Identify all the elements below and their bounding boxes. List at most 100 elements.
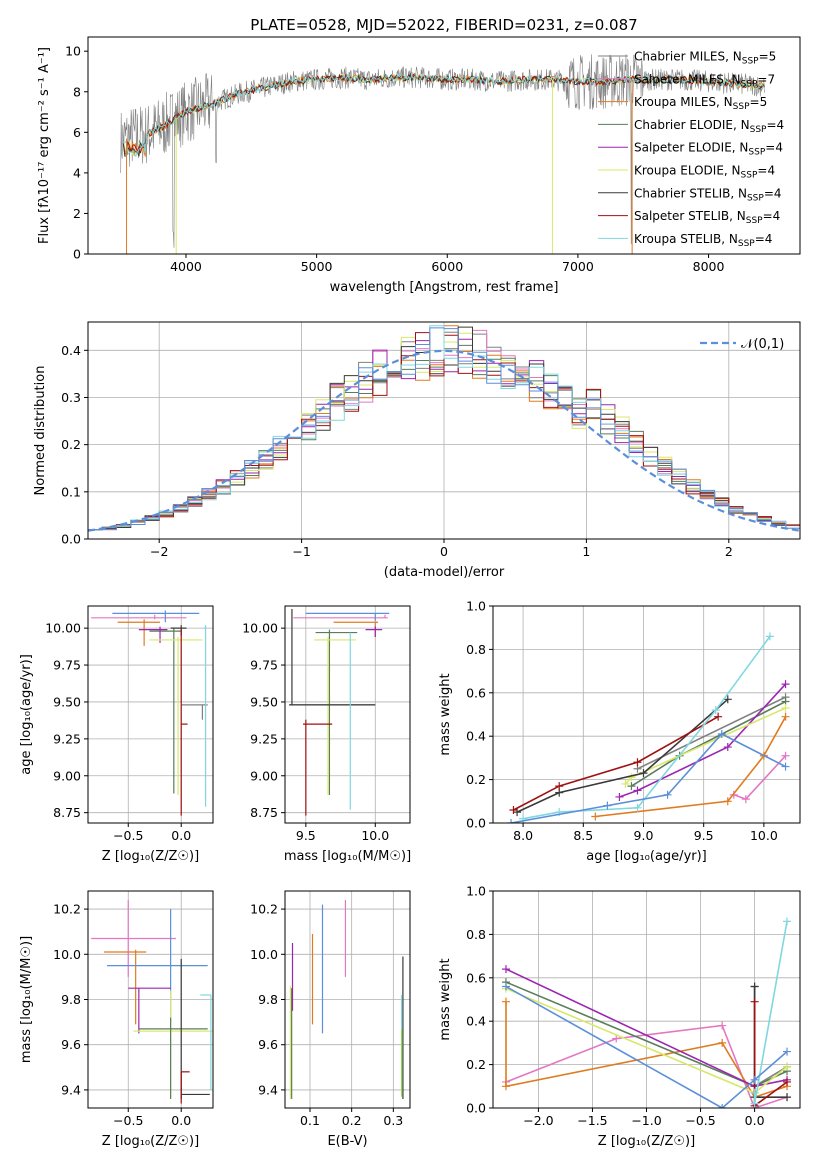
y-axis-label: mass [log₁₀(M/M☉)] [19, 936, 34, 1063]
x-tick-label: −1.0 [631, 1113, 661, 1128]
legend-value: =5 [759, 50, 777, 64]
series-marker-salpeter_stelib [509, 805, 518, 814]
series-marker-kroupa_miles [781, 712, 790, 721]
x-axis-label: wavelength [Angstrom, rest frame] [330, 280, 559, 295]
y-tick-label: 0.0 [61, 532, 81, 547]
series-marker-chabrier_elodie [627, 782, 636, 791]
series-marker-kroupa_elodie [627, 773, 636, 782]
plot-area [91, 900, 213, 1104]
legend-value: =4 [755, 232, 773, 246]
y-tick-label: 9.00 [53, 768, 81, 783]
legend-subscript: SSP [750, 125, 767, 135]
axes-frame [87, 36, 801, 255]
x-tick-label: 0.2 [342, 1113, 362, 1128]
x-tick-label: 9.5 [296, 828, 316, 843]
series-marker-salpeter_miles [741, 795, 750, 804]
series-marker-salpeter_miles [781, 751, 790, 760]
legend-value: =4 [757, 164, 775, 178]
y-tick-label: 9.6 [258, 1037, 278, 1052]
x-tick-label: 8.0 [513, 828, 533, 843]
y-tick-label: 0.6 [466, 970, 486, 985]
y-tick-label: 8.75 [250, 805, 278, 820]
series-marker-blue [603, 801, 612, 810]
x-tick-label: 0.0 [171, 828, 191, 843]
spectrum-model-line [123, 73, 765, 158]
legend-label: Kroupa STELIB, NSSP=4 [634, 232, 772, 249]
axes-frame [87, 605, 214, 824]
y-tick-label: 0.2 [466, 1057, 486, 1072]
x-tick-label: 9.5 [694, 828, 714, 843]
y-tick-label: 8 [73, 84, 81, 99]
y-tick-label: 8.75 [53, 805, 81, 820]
x-tick-label: 5000 [301, 259, 333, 274]
spectrum-model-line [122, 72, 765, 157]
series-marker-kroupa_miles [723, 797, 732, 806]
series-marker-blue [663, 790, 672, 799]
y-tick-label: 9.75 [53, 658, 81, 673]
figure-title: PLATE=0528, MJD=52022, FIBERID=0231, z=0… [250, 16, 637, 34]
series-marker-kroupa_elodie [781, 703, 790, 712]
legend-subscript: SSP [733, 102, 750, 112]
y-tick-label: 9.4 [258, 1082, 278, 1097]
panel-spectrum: 4000 5000 6000 7000 8000 0 2 4 6 8 10 wavelength [A… [37, 36, 801, 295]
legend-subscript: SSP [741, 79, 758, 89]
y-tick-label: 0.3 [61, 390, 81, 405]
legend-value: =4 [763, 209, 781, 223]
legend-subscript: SSP [747, 193, 764, 203]
series-marker-kroupa_stelib [750, 1099, 759, 1108]
series-line-chabrier_elodie [631, 700, 786, 787]
y-tick-label: 9.8 [258, 992, 278, 1007]
y-tick-label: 0.6 [466, 685, 486, 700]
series-marker-blue [717, 730, 726, 739]
legend-subscript: SSP [746, 216, 763, 226]
normal-curve [88, 349, 800, 532]
legend-value: =7 [757, 72, 775, 86]
y-tick-label: 4 [73, 165, 81, 180]
series-marker-kroupa_miles [591, 812, 600, 821]
y-tick-label: 10.00 [45, 621, 81, 636]
x-tick-label: −1.5 [577, 1113, 607, 1128]
x-axis-label: age [log₁₀(age/yr)] [586, 849, 707, 864]
y-tick-label: 10.00 [242, 621, 278, 636]
legend-subscript: SSP [738, 239, 755, 249]
series-marker-blue [781, 762, 790, 771]
y-tick-label: 0.0 [466, 816, 486, 831]
legend-label: Chabrier MILES, NSSP=5 [634, 50, 776, 67]
legend-subscript: SSP [742, 57, 759, 67]
x-tick-label: 8000 [693, 259, 725, 274]
series-marker-blue [718, 1104, 727, 1108]
y-tick-label: 9.4 [61, 1082, 81, 1097]
x-axis-label: E(B-V) [327, 1134, 367, 1149]
series-marker-kroupa_miles [501, 997, 510, 1006]
panel-mass_vs_z: −0.5 0.0 9.4 9.6 9.8 10.0 10.2 Z [log₁₀(Z/Z☉)] m… [19, 890, 214, 1149]
series-marker-kroupa_elodie [621, 779, 630, 788]
y-tick-label: 9.25 [53, 731, 81, 746]
legend-value: =4 [766, 118, 784, 132]
legend-value: =4 [764, 186, 782, 200]
y-tick-label: 0.8 [466, 927, 486, 942]
series-line-salpeter_stelib [753, 1001, 788, 1108]
axes-frame [87, 890, 214, 1109]
x-axis-label: (data-model)/error [384, 565, 505, 580]
x-tick-label: −2.0 [523, 1113, 553, 1128]
series-marker-chabrier_stelib [750, 982, 759, 991]
x-axis-label: Z [log₁₀(Z/Z☉)] [102, 1134, 199, 1149]
x-tick-label: −2 [150, 544, 168, 559]
legend-label: Salpeter STELIB, NSSP=4 [634, 209, 780, 226]
series-marker-salpeter_stelib [555, 782, 564, 791]
y-axis-label: mass weight [438, 673, 453, 755]
series-marker-blue [750, 1075, 759, 1084]
panel-residuals: −2 −1 0 1 2 0.0 0.1 0.2 0.3 0.4 (data-model)/error… [33, 321, 801, 580]
x-tick-label: 6000 [431, 259, 463, 274]
series-marker-salpeter_elodie [633, 786, 642, 795]
series-marker-kroupa_stelib [711, 706, 720, 715]
legend-subscript: SSP [748, 148, 765, 158]
series-marker-blue [501, 982, 510, 991]
plot-area [501, 917, 792, 1108]
panel-weight_vs_age: 8.0 8.5 9.0 9.5 10.0 0.0 0.2 0.4 0.6 0.8 1.0 age [l… [438, 599, 801, 864]
series-marker-chabrier_stelib [639, 769, 648, 778]
y-tick-label: 9.6 [61, 1037, 81, 1052]
series-marker-kroupa_stelib [633, 803, 642, 812]
legend-label: Kroupa ELODIE, NSSP=4 [634, 164, 775, 181]
legend-subscript: SSP [741, 171, 758, 181]
